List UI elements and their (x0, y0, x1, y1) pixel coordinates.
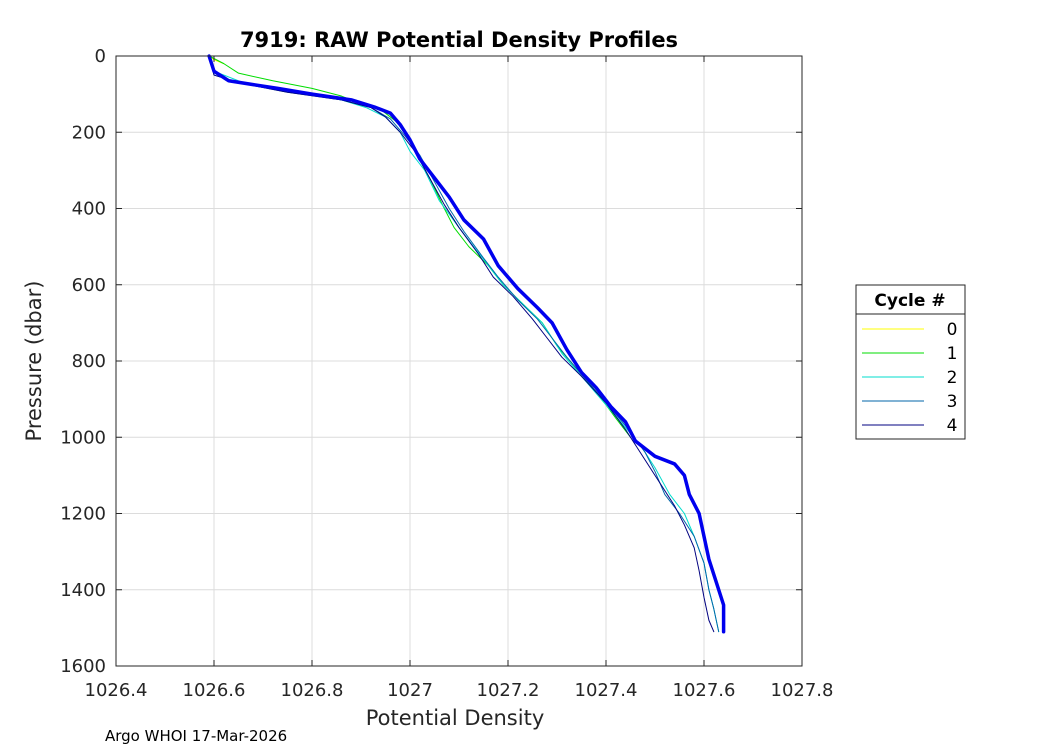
y-tick-label: 1600 (60, 656, 106, 677)
series-layer (207, 54, 726, 634)
x-tick-label: 1027.6 (673, 680, 736, 701)
legend-entry-label: 1 (947, 344, 958, 364)
x-tick-label: 1026.4 (85, 680, 148, 701)
y-tick-label: 200 (72, 122, 106, 143)
series-line-highlight (207, 54, 726, 634)
legend-title: Cycle # (874, 291, 945, 311)
y-axis-label: Pressure (dbar) (22, 281, 46, 442)
y-tick-label: 0 (95, 46, 106, 67)
x-tick-label: 1026.6 (183, 680, 246, 701)
y-tick-label: 1200 (60, 504, 106, 525)
x-tick-label: 1027.4 (575, 680, 638, 701)
x-axis-label: Potential Density (366, 706, 545, 730)
ticks: 1026.4 1026.6 1026.8 1027 1027.2 1027.4 1027.6… (60, 46, 833, 701)
x-tick-label: 1027.8 (771, 680, 834, 701)
chart-title: 7919: RAW Potential Density Profiles (240, 28, 678, 52)
y-tick-label: 800 (72, 351, 106, 372)
y-tick-label: 400 (72, 199, 106, 220)
legend-entries: 0 1 2 3 4 (862, 320, 957, 436)
footer-text: Argo WHOI 17-Mar-2026 (105, 727, 287, 745)
grid (116, 56, 802, 666)
series-line-1 (208, 55, 631, 438)
y-tick-label: 1000 (60, 427, 106, 448)
plot-area: 1026.4 1026.6 1026.8 1027 1027.2 1027.4 1027.6… (60, 46, 833, 701)
legend: Cycle # 0 1 2 3 4 (855, 284, 966, 440)
legend-entry-label: 3 (947, 392, 958, 412)
legend-entry-label: 2 (947, 368, 958, 388)
y-tick-label: 1400 (60, 580, 106, 601)
legend-entry-label: 0 (947, 320, 958, 340)
x-tick-label: 1027.2 (477, 680, 540, 701)
legend-box (855, 284, 966, 440)
x-tick-label: 1027 (387, 680, 433, 701)
y-tick-label: 600 (72, 275, 106, 296)
legend-entry-label: 4 (947, 416, 958, 436)
x-tick-label: 1026.8 (281, 680, 344, 701)
